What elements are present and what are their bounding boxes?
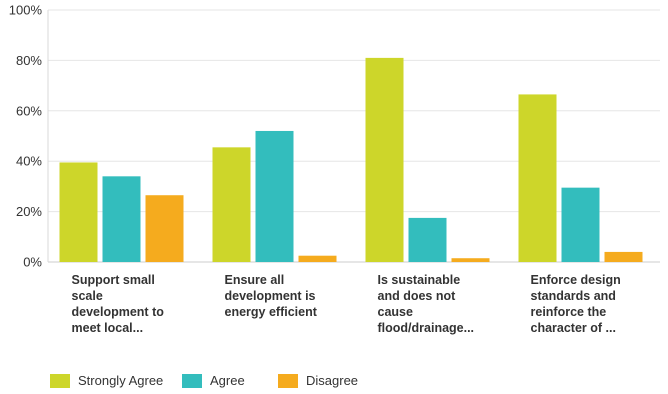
bar-agree [561,187,600,262]
bar-strongly-agree [365,57,404,262]
bar-disagree [451,258,490,262]
legend-swatch [278,374,298,388]
category-label: Support small scale development to meet loc… [72,273,165,335]
y-tick-label: 60% [16,103,42,118]
category-label-line: scale [72,289,103,303]
y-tick-label: 100% [9,3,43,18]
category-label-line: character of ... [531,321,616,335]
category-label: Enforce design standards and reinforce the… [531,273,621,335]
category-label-line: energy efficient [225,305,318,319]
category-label-line: Is sustainable [378,273,461,287]
bar-agree [255,130,294,262]
bar-agree [102,176,141,262]
category-label-line: development is [225,289,316,303]
y-tick-label: 80% [16,53,42,68]
category-label-line: standards and [531,289,616,303]
bar-strongly-agree [212,147,251,262]
category-label-line: and does not [378,289,457,303]
legend: Strongly Agree Agree Disagree [50,373,358,388]
bars [59,57,643,262]
bar-disagree [604,251,643,262]
category-label-line: development to [72,305,165,319]
legend-swatch [182,374,202,388]
category-label-line: Ensure all [225,273,285,287]
bar-disagree [145,195,184,262]
category-label-line: cause [378,305,413,319]
bar-strongly-agree [518,94,557,262]
category-label: Ensure all development is energy efficient [225,273,318,319]
legend-label: Agree [210,373,245,388]
category-label-line: reinforce the [531,305,607,319]
category-label-line: meet local... [72,321,144,335]
y-tick-label: 40% [16,154,42,169]
category-label-line: Enforce design [531,273,621,287]
category-label-line: flood/drainage... [378,321,475,335]
legend-swatch [50,374,70,388]
y-tick-label: 0% [23,255,42,270]
bar-strongly-agree [59,162,98,262]
category-label-line: Support small [72,273,155,287]
legend-label: Disagree [306,373,358,388]
category-labels: Support small scale development to meet loc… [72,273,621,335]
y-axis-ticks: 0% 20% 40% 60% 80% 100% [9,3,43,270]
bar-agree [408,217,447,262]
legend-label: Strongly Agree [78,373,163,388]
bar-disagree [298,255,337,262]
category-label: Is sustainable and does not cause flood/dra… [378,273,475,335]
y-tick-label: 20% [16,204,42,219]
